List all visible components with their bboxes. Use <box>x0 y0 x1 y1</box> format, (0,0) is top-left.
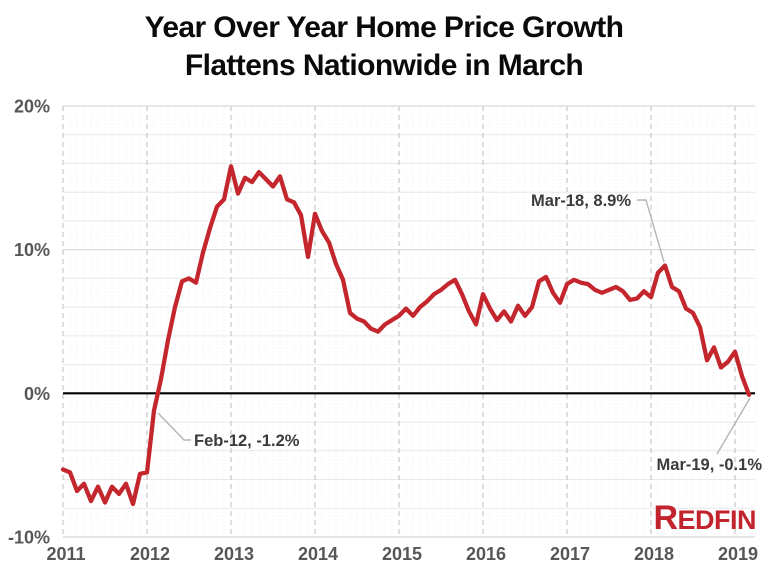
price-growth-line <box>60 164 752 507</box>
x-tick-label: 2019 <box>718 544 758 564</box>
y-tick-label: 0% <box>24 384 50 404</box>
price-growth-line-series <box>60 164 752 507</box>
redfin-logo-rest: EDFIN <box>677 505 757 535</box>
annotation-mar18: Mar-18, 8.9% <box>531 192 631 210</box>
x-tick-label: 2012 <box>130 544 170 564</box>
x-tick-label: 2013 <box>214 544 254 564</box>
y-axis-tick-labels: 20% 10% 0% -10% <box>8 97 50 548</box>
x-tick-label: 2014 <box>298 544 338 564</box>
redfin-logo-first-letter: R <box>653 499 678 537</box>
annotation-feb12: Feb-12, -1.2% <box>194 432 300 450</box>
redfin-logo: REDFIN <box>653 501 756 542</box>
x-tick-label: 2017 <box>550 544 590 564</box>
x-tick-label: 2016 <box>466 544 506 564</box>
leader-line-mar19 <box>716 397 751 455</box>
annotation-mar19: Mar-19, -0.1% <box>657 456 763 474</box>
x-axis-tick-labels: 2011 2012 2013 2014 2015 2016 2017 2018 2019 <box>46 544 758 564</box>
major-horizontal-gridlines <box>63 105 755 538</box>
minor-horizontal-gridlines <box>63 134 755 509</box>
leader-line-feb12 <box>157 412 191 441</box>
x-tick-label: 2011 <box>46 544 85 564</box>
y-tick-label: 10% <box>14 240 50 260</box>
y-tick-label: 20% <box>14 97 50 117</box>
x-tick-label: 2015 <box>382 544 422 564</box>
chart-title: Year Over Year Home Price Growth Flatten… <box>0 9 768 85</box>
y-tick-label: -10% <box>8 528 50 548</box>
year-dashed-gridlines <box>62 106 736 537</box>
chart-title-line-1: Year Over Year Home Price Growth <box>144 11 624 44</box>
leader-line-mar18 <box>637 199 665 263</box>
chart-title-line-2: Flattens Nationwide in March <box>184 49 584 82</box>
x-tick-label: 2018 <box>634 544 674 564</box>
